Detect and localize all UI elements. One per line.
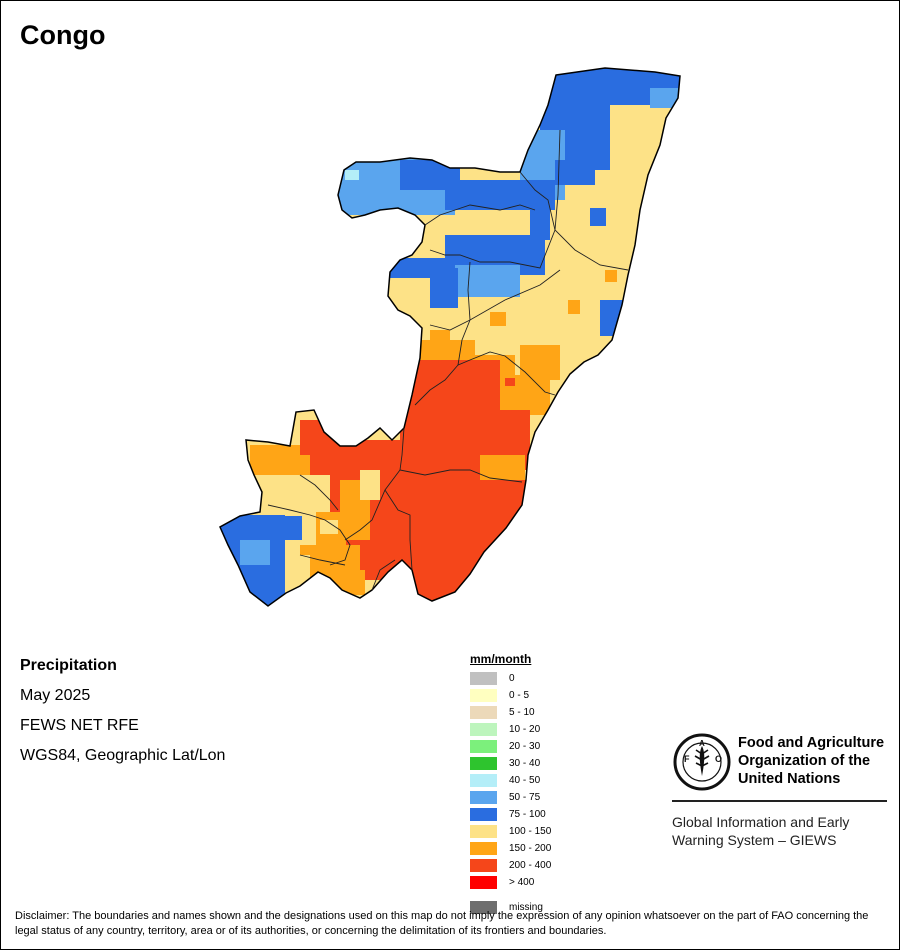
legend-swatch <box>470 842 497 855</box>
legend-item: 0 - 5 <box>470 687 630 704</box>
legend-swatch <box>470 876 497 889</box>
legend-label: 0 - 5 <box>509 690 530 701</box>
legend-item: 50 - 75 <box>470 789 630 806</box>
fao-name: Food and Agriculture Organization of the… <box>738 734 893 788</box>
legend-swatch <box>470 808 497 821</box>
fao-name-line1: Food and Agriculture <box>738 735 885 751</box>
svg-text:F: F <box>684 754 690 764</box>
legend-label: 100 - 150 <box>509 826 552 837</box>
legend-label: 30 - 40 <box>509 758 541 769</box>
legend-item: 150 - 200 <box>470 840 630 857</box>
legend-item: 200 - 400 <box>470 857 630 874</box>
legend-swatch <box>470 825 497 838</box>
map-info: Precipitation May 2025 FEWS NET RFE WGS8… <box>20 656 225 776</box>
legend-item: 40 - 50 <box>470 772 630 789</box>
legend-label: 150 - 200 <box>509 843 552 854</box>
legend-swatch <box>470 672 497 685</box>
legend-item: 30 - 40 <box>470 755 630 772</box>
legend-title: mm/month <box>470 652 532 666</box>
legend-items: 0 0 - 5 5 - 10 10 - 20 20 - 30 30 - 40 40 - 50… <box>470 670 630 891</box>
map-title: Congo <box>20 20 106 50</box>
legend-label: 0 <box>509 673 515 684</box>
country-outline <box>219 67 681 607</box>
legend-label-missing: missing <box>509 902 543 913</box>
fao-name-line2: Organization of the <box>738 753 871 769</box>
legend: mm/month 0 0 - 5 5 - 10 10 - 20 20 - 30 30 - … <box>470 652 630 916</box>
legend-item: 20 - 30 <box>470 738 630 755</box>
fao-logo-icon: F O A <box>673 733 731 791</box>
legend-label: 40 - 50 <box>509 775 541 786</box>
legend-label: 50 - 75 <box>509 792 541 803</box>
legend-item: 10 - 20 <box>470 721 630 738</box>
legend-swatch-missing <box>470 901 497 914</box>
legend-item: > 400 <box>470 874 630 891</box>
legend-swatch <box>470 740 497 753</box>
legend-item-missing: missing <box>470 899 630 916</box>
legend-label: 5 - 10 <box>509 707 535 718</box>
legend-item: 0 <box>470 670 630 687</box>
projection-label: WGS84, Geographic Lat/Lon <box>20 747 226 764</box>
giews-label: Global Information and Early Warning Sys… <box>672 813 849 849</box>
source-label: FEWS NET RFE <box>20 717 139 734</box>
legend-item: 75 - 100 <box>470 806 630 823</box>
legend-swatch <box>470 859 497 872</box>
legend-label: > 400 <box>509 877 535 888</box>
legend-label: 20 - 30 <box>509 741 541 752</box>
legend-item: 100 - 150 <box>470 823 630 840</box>
legend-item: 5 - 10 <box>470 704 630 721</box>
svg-text:O: O <box>715 754 722 764</box>
precipitation-fill <box>220 68 680 606</box>
legend-label: 10 - 20 <box>509 724 541 735</box>
legend-swatch <box>470 689 497 702</box>
disclaimer: Disclaimer: The boundaries and names sho… <box>15 910 869 937</box>
legend-label: 200 - 400 <box>509 860 552 871</box>
legend-swatch <box>470 757 497 770</box>
giews-line2: Warning System – GIEWS <box>672 832 837 848</box>
period-label: May 2025 <box>20 687 91 704</box>
giews-line1: Global Information and Early <box>672 814 850 830</box>
legend-label: 75 - 100 <box>509 809 546 820</box>
fao-divider <box>672 800 887 802</box>
legend-swatch <box>470 791 497 804</box>
department-boundaries <box>267 129 629 591</box>
precipitation-map <box>219 67 681 607</box>
variable-label: Precipitation <box>20 657 117 674</box>
svg-text:A: A <box>699 739 705 748</box>
legend-swatch <box>470 706 497 719</box>
legend-swatch <box>470 723 497 736</box>
legend-swatch <box>470 774 497 787</box>
fao-name-line3: United Nations <box>738 771 841 787</box>
